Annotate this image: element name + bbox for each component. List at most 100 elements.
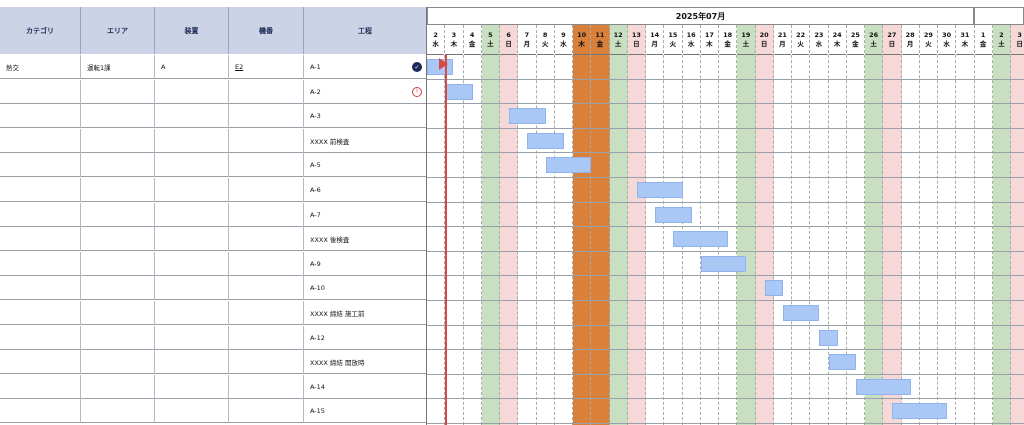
day-header[interactable]: 21 月 <box>773 25 791 55</box>
table-row[interactable]: A-6 <box>0 178 427 202</box>
task-bar[interactable] <box>446 83 473 100</box>
cell-machine-no[interactable] <box>229 276 304 301</box>
cell-machine-no[interactable] <box>229 104 304 129</box>
table-row[interactable]: XXXX 締結 施工前 <box>0 301 427 325</box>
task-bar[interactable] <box>545 157 592 174</box>
table-row[interactable]: A-12 <box>0 325 427 350</box>
day-column: 18 金 <box>719 25 738 425</box>
task-bar[interactable] <box>673 231 729 248</box>
task-bar[interactable] <box>855 378 911 395</box>
day-header[interactable]: 12 土 <box>609 25 627 55</box>
day-column: 31 木 <box>956 25 975 425</box>
task-bar[interactable] <box>828 354 856 371</box>
table-row[interactable]: A-5 <box>0 153 427 178</box>
day-header[interactable]: 28 月 <box>901 25 919 55</box>
cell-machine-no[interactable]: E2 <box>229 55 304 79</box>
day-header[interactable]: 17 木 <box>700 25 718 55</box>
table-row[interactable]: A-2! <box>0 79 427 104</box>
task-bar[interactable] <box>527 132 564 149</box>
cell-device <box>155 178 229 202</box>
cell-machine-no[interactable] <box>229 227 304 252</box>
table-row[interactable]: A-10 <box>0 276 427 301</box>
col-header-category[interactable]: カテゴリ <box>0 7 81 54</box>
day-header[interactable]: 29 火 <box>919 25 937 55</box>
col-header-device[interactable]: 装置 <box>155 7 229 54</box>
task-bar[interactable] <box>782 305 820 321</box>
table-row[interactable]: A-7 <box>0 202 427 227</box>
cell-machine-no[interactable] <box>229 128 304 153</box>
day-header[interactable]: 20 日 <box>755 25 773 55</box>
task-bar[interactable] <box>764 280 783 297</box>
day-header[interactable]: 22 火 <box>792 25 810 55</box>
table-row[interactable]: XXXX 前検査 <box>0 128 427 153</box>
cell-machine-no[interactable] <box>229 153 304 178</box>
check-icon[interactable]: ✓ <box>412 62 422 72</box>
cell-machine-no[interactable] <box>229 374 304 399</box>
cell-device <box>155 276 229 301</box>
warning-icon[interactable]: ! <box>412 86 422 97</box>
day-header[interactable]: 10 木 <box>573 25 591 55</box>
day-column: 19 土 <box>737 25 756 425</box>
table-row[interactable]: A-9 <box>0 251 427 276</box>
cell-machine-no[interactable] <box>229 79 304 104</box>
task-bar[interactable] <box>509 108 546 125</box>
day-header[interactable]: 23 水 <box>810 25 828 55</box>
day-header[interactable]: 27 日 <box>883 25 901 55</box>
cell-machine-no[interactable] <box>229 325 304 350</box>
day-header[interactable]: 24 木 <box>828 25 846 55</box>
task-bar[interactable] <box>655 206 692 223</box>
day-header[interactable]: 11 金 <box>591 25 609 55</box>
col-header-machine-no[interactable]: 機番 <box>229 7 304 54</box>
grid-row-line <box>427 373 1024 375</box>
table-row[interactable]: A-3 <box>0 104 427 129</box>
task-bar[interactable] <box>892 403 948 420</box>
task-bar[interactable] <box>819 329 838 346</box>
cell-machine-no[interactable] <box>229 251 304 276</box>
col-header-area[interactable]: エリア <box>81 7 155 54</box>
table-row[interactable]: XXXX 後検査 <box>0 227 427 252</box>
day-header[interactable]: 18 金 <box>719 25 737 55</box>
day-header[interactable]: 16 水 <box>682 25 700 55</box>
cell-category <box>0 178 81 202</box>
cell-machine-no[interactable] <box>229 350 304 375</box>
day-number: 8 <box>542 30 548 39</box>
day-header[interactable]: 13 日 <box>627 25 645 55</box>
day-header[interactable]: 31 木 <box>956 25 974 55</box>
day-header[interactable]: 26 土 <box>865 25 883 55</box>
day-header[interactable]: 14 月 <box>646 25 664 55</box>
cell-area <box>81 128 155 153</box>
day-header[interactable]: 30 水 <box>938 25 956 55</box>
table-row[interactable]: 熱交 運転1課 A E2 A-1 ✓ <box>0 55 427 79</box>
day-header[interactable]: 19 土 <box>737 25 755 55</box>
col-header-process[interactable]: 工程 <box>304 7 427 54</box>
task-bar[interactable] <box>636 182 683 198</box>
cell-machine-no[interactable] <box>229 202 304 227</box>
grid-row-line <box>427 275 1024 277</box>
cell-machine-no[interactable] <box>229 399 304 424</box>
table-row[interactable]: A-14 <box>0 374 427 399</box>
day-header[interactable]: 25 金 <box>846 25 864 55</box>
table-row[interactable]: XXXX 締結 開放時 <box>0 350 427 375</box>
day-header[interactable]: 15 火 <box>664 25 682 55</box>
task-bar[interactable] <box>700 255 747 272</box>
cell-machine-no[interactable] <box>229 178 304 202</box>
cell-device <box>155 325 229 350</box>
cell-machine-no[interactable] <box>229 301 304 325</box>
table-row[interactable]: A-15 <box>0 399 427 424</box>
grid-row-line <box>427 103 1024 105</box>
day-number: 5 <box>488 30 493 39</box>
